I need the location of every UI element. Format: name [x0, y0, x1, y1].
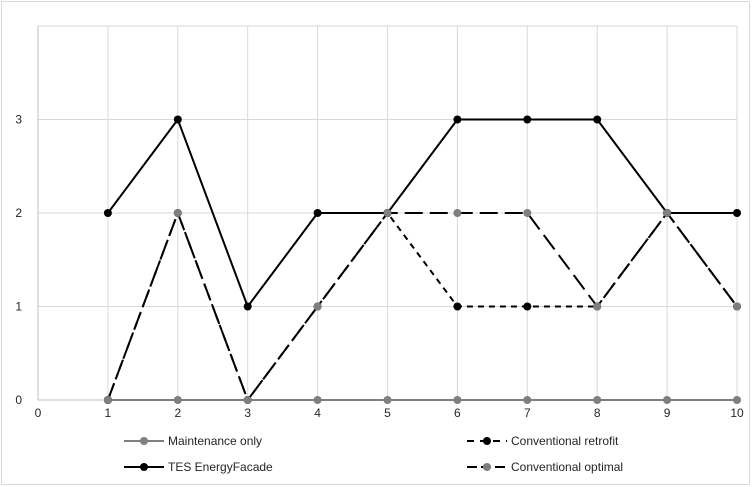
- data-point: [593, 396, 602, 404]
- data-point: [313, 302, 322, 311]
- data-point: [173, 396, 182, 404]
- tick-labels: 0 1 2 3 4 5 6 7 8 9 10 0 1 2 3: [15, 113, 744, 421]
- legend-label: Conventional retrofit: [511, 434, 619, 448]
- data-point: [453, 302, 462, 311]
- x-tick-label: 4: [314, 406, 321, 420]
- legend-entry: TES EnergyFacade: [124, 460, 273, 474]
- data-point: [593, 302, 602, 311]
- x-tick-label: 10: [730, 406, 744, 420]
- data-point: [173, 209, 182, 217]
- data-point: [523, 115, 532, 124]
- series-line: [106, 212, 738, 401]
- data-point: [453, 115, 462, 124]
- legend-label: Conventional optimal: [511, 460, 623, 474]
- legend-entry: Conventional retrofit: [467, 434, 619, 448]
- x-tick-label: 3: [244, 406, 251, 420]
- x-tick-label: 2: [174, 406, 181, 420]
- legend-marker: [483, 463, 491, 471]
- legend-label: Maintenance only: [168, 434, 262, 448]
- x-tick-label: 8: [594, 406, 601, 420]
- data-point: [453, 209, 462, 217]
- y-tick-label: 3: [15, 113, 22, 127]
- data-point: [103, 209, 112, 217]
- series-conventional-optimal: [103, 209, 741, 404]
- data-point: [383, 396, 392, 404]
- data-point: [523, 209, 532, 217]
- data-point: [243, 396, 252, 404]
- y-tick-label: 1: [15, 300, 22, 314]
- data-point: [733, 302, 741, 311]
- x-tick-label: 5: [384, 406, 391, 420]
- legend-marker: [140, 437, 148, 445]
- y-tick-label: 0: [15, 393, 22, 407]
- data-point: [523, 396, 532, 404]
- data-point: [523, 302, 532, 311]
- data-point: [453, 396, 462, 404]
- x-tick-label: 1: [105, 406, 112, 420]
- data-point: [313, 396, 322, 404]
- data-point: [173, 115, 182, 124]
- series-maintenance-only: [103, 396, 741, 404]
- legend-marker: [140, 463, 148, 471]
- legend: Maintenance only Conventional retrofit TES…: [124, 434, 623, 474]
- series-line: [107, 118, 737, 308]
- data-point: [383, 209, 392, 217]
- y-tick-label: 2: [15, 206, 22, 220]
- x-tick-label: 6: [454, 406, 461, 420]
- data-point: [663, 209, 672, 217]
- data-point: [243, 302, 252, 311]
- data-point: [593, 115, 602, 124]
- x-tick-label: 9: [664, 406, 671, 420]
- legend-entry: Maintenance only: [124, 434, 262, 448]
- legend-label: TES EnergyFacade: [168, 460, 273, 474]
- data-point: [103, 396, 112, 404]
- data-point: [313, 209, 322, 217]
- data-point: [663, 396, 672, 404]
- data-point: [733, 396, 741, 404]
- series-layer: [103, 115, 741, 404]
- legend-marker: [483, 437, 491, 445]
- x-tick-label: 0: [35, 406, 42, 420]
- x-tick-label: 7: [524, 406, 531, 420]
- series-line: [106, 212, 738, 401]
- data-point: [733, 209, 741, 217]
- legend-entry: Conventional optimal: [467, 460, 623, 474]
